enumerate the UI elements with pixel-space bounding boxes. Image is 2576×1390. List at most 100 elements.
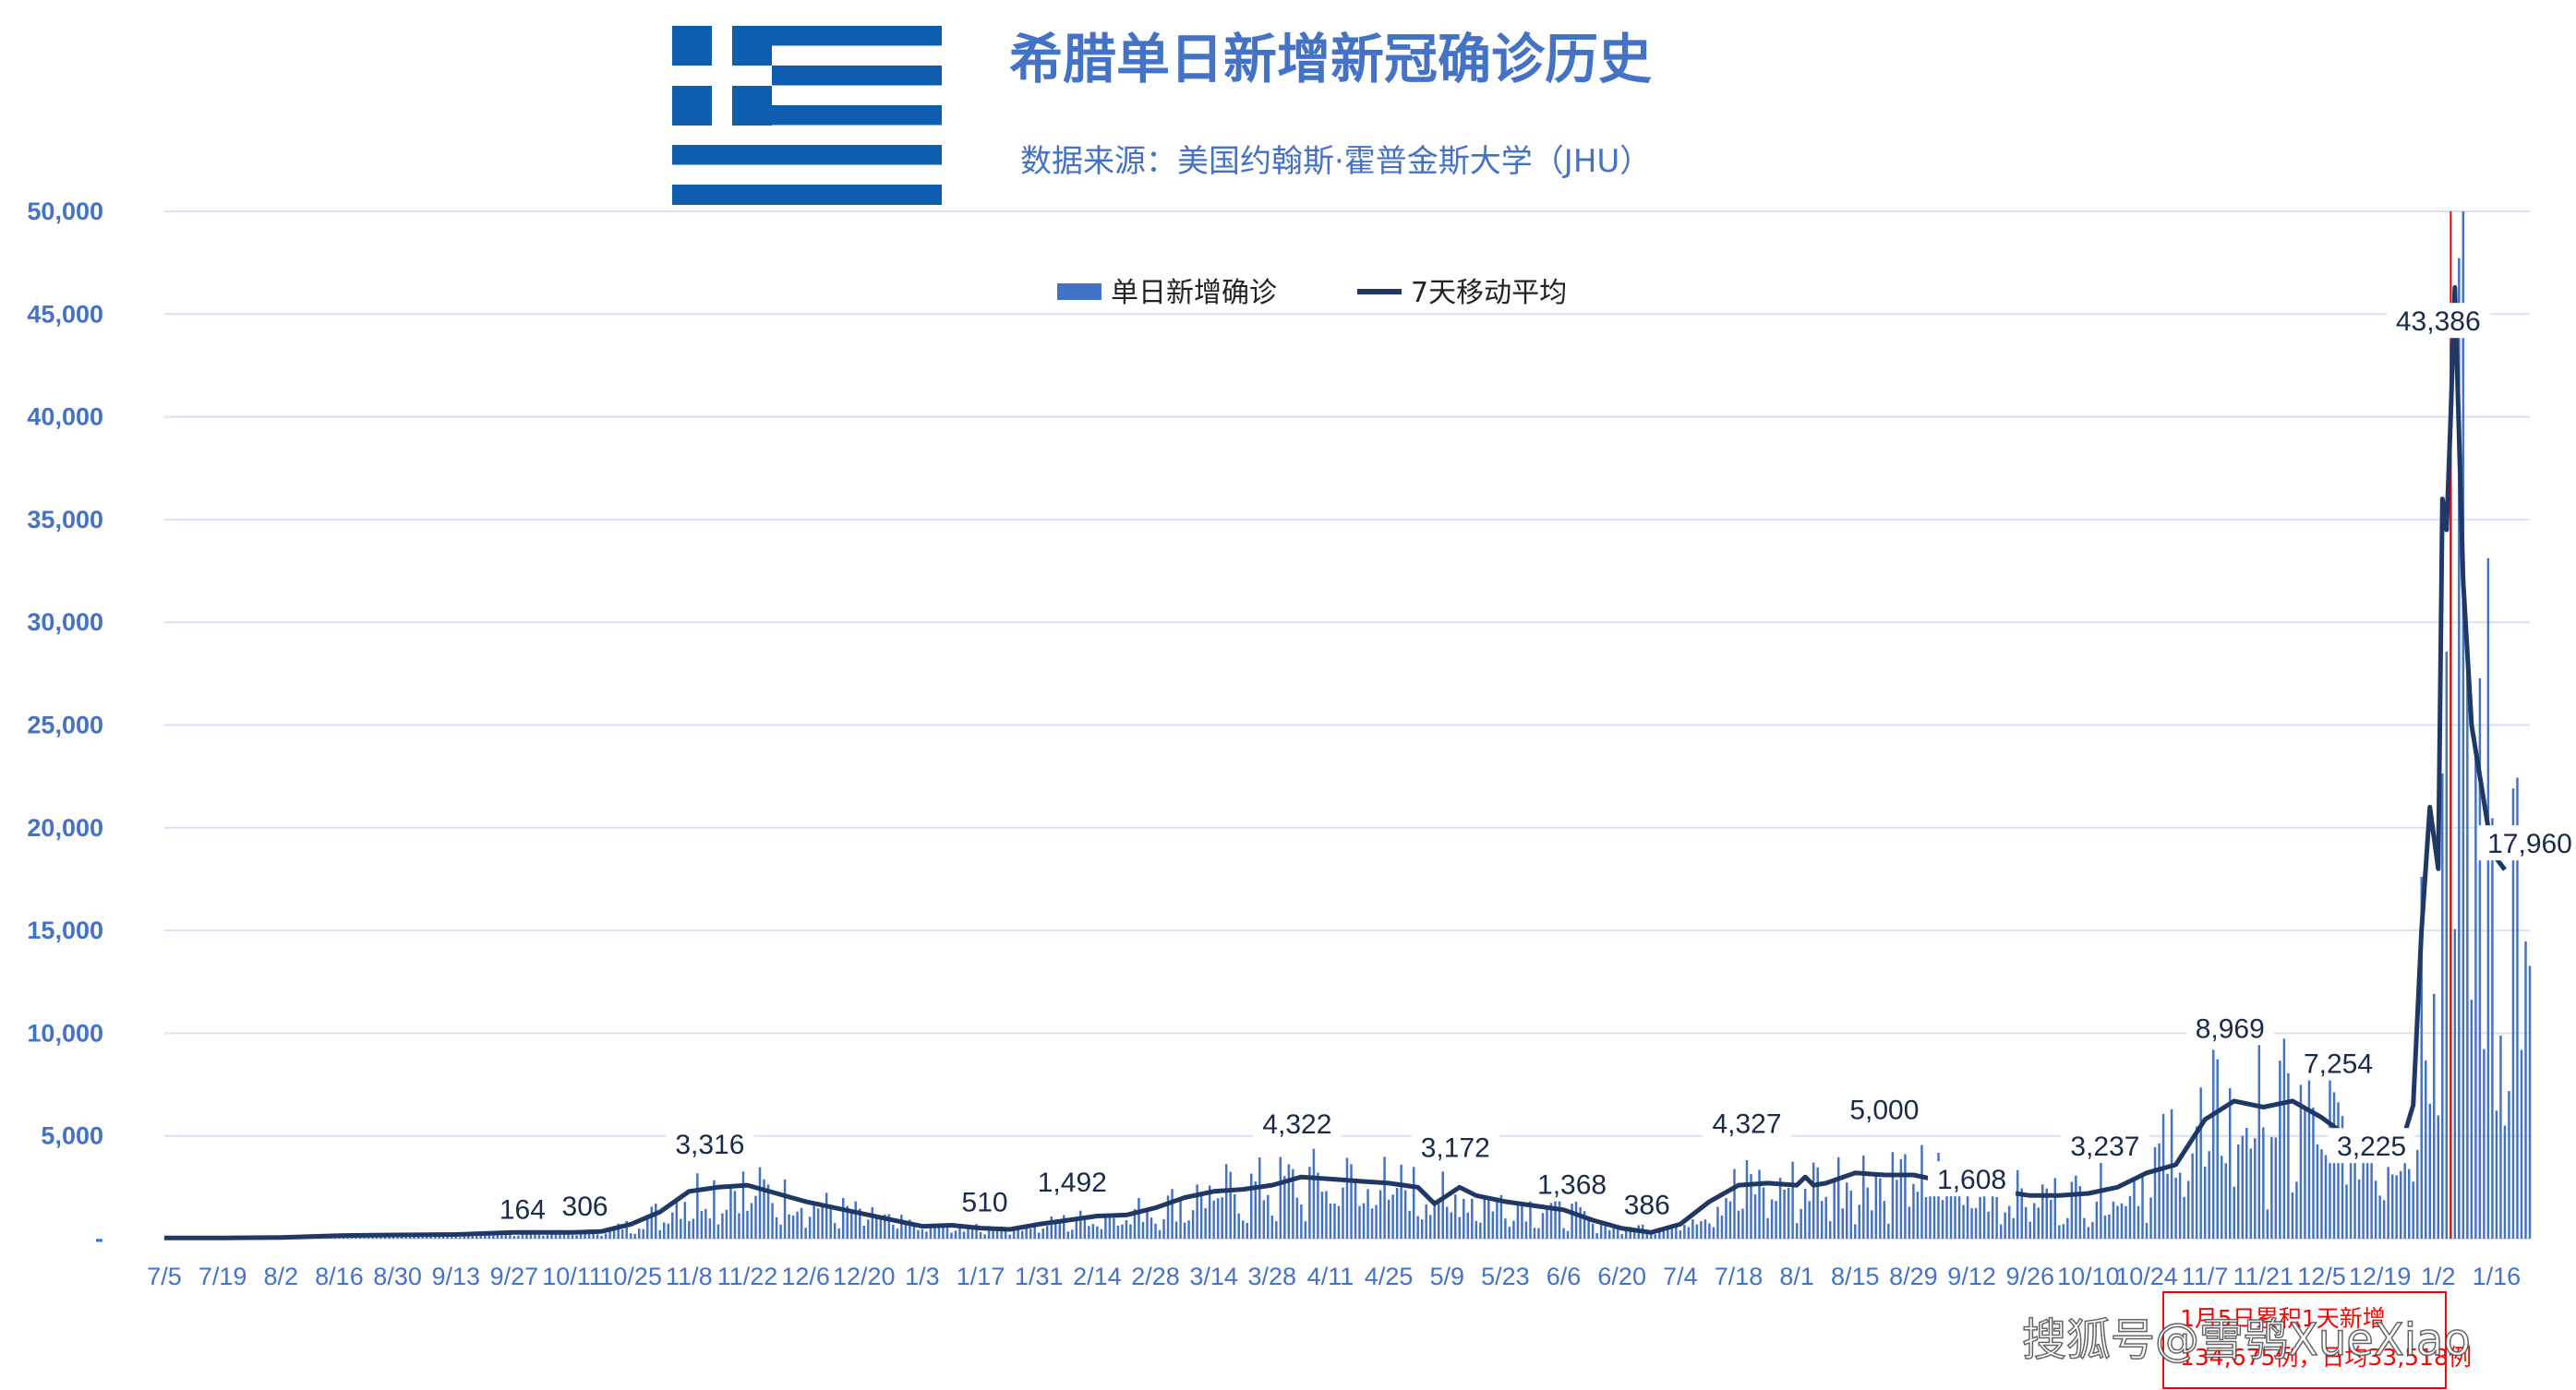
data-label: 3,316	[675, 1130, 744, 1160]
daily-bar	[975, 1223, 978, 1239]
daily-bar	[675, 1200, 679, 1239]
daily-bar	[496, 1232, 500, 1239]
daily-bar	[1045, 1226, 1049, 1239]
daily-bar	[788, 1214, 790, 1239]
data-label: 1,608	[1937, 1165, 2006, 1195]
daily-bar	[1957, 1167, 1961, 1239]
x-tick-label: 1/2	[2421, 1263, 2456, 1290]
daily-bar	[1199, 1195, 1203, 1239]
daily-bar	[517, 1235, 520, 1239]
daily-bar	[1566, 1230, 1570, 1239]
daily-bar	[2125, 1205, 2127, 1239]
x-tick-label: 12/20	[833, 1263, 896, 1290]
daily-bar	[1017, 1225, 1019, 1239]
daily-bar	[716, 1224, 720, 1239]
daily-bar	[1883, 1201, 1886, 1239]
daily-bar	[1762, 1187, 1765, 1239]
daily-bar	[1675, 1224, 1678, 1239]
daily-bar	[884, 1214, 886, 1239]
daily-bar	[2045, 1188, 2049, 1239]
daily-bar	[2066, 1217, 2069, 1239]
data-label: 3,225	[2337, 1132, 2406, 1162]
daily-bar	[1874, 1173, 1878, 1239]
daily-bar	[942, 1224, 945, 1239]
greek-flag	[672, 26, 942, 205]
daily-bar	[2287, 1072, 2290, 1239]
daily-bar	[741, 1171, 745, 1239]
y-tick-label: 40,000	[27, 403, 103, 431]
x-tick-label: 12/5	[2297, 1263, 2346, 1290]
data-label: 510	[962, 1188, 1008, 1218]
daily-bar	[525, 1231, 528, 1239]
daily-bar	[2282, 1038, 2286, 1239]
daily-bar	[1000, 1226, 1003, 1239]
daily-bar	[488, 1235, 491, 1239]
daily-bar	[492, 1232, 495, 1239]
data-label-bg	[957, 1183, 1014, 1219]
daily-bar	[796, 1211, 799, 1239]
daily-bar	[1920, 1144, 1923, 1239]
daily-bar	[937, 1224, 941, 1239]
data-label-bg	[2294, 1045, 2383, 1081]
daily-bar	[1133, 1209, 1137, 1239]
data-label-bg	[2478, 825, 2576, 861]
note-line-2: 134,675例，日均33,518例	[2180, 1344, 2472, 1371]
daily-bar	[2183, 1196, 2185, 1239]
daily-bar	[896, 1228, 899, 1239]
daily-bar	[2349, 1161, 2353, 1239]
y-axis: - 5,000 10,000 15,000 20,000 25,000 30,000 35,0…	[27, 198, 103, 1252]
daily-bar	[2228, 1088, 2232, 1239]
daily-bar	[2116, 1205, 2119, 1239]
daily-bar	[550, 1232, 553, 1239]
daily-bar	[995, 1229, 999, 1239]
daily-bar	[912, 1225, 916, 1239]
daily-bar	[667, 1223, 670, 1239]
daily-bar	[2137, 1205, 2140, 1239]
daily-bar	[1025, 1226, 1028, 1239]
daily-bar	[1516, 1204, 1520, 1239]
x-tick-label: 8/30	[373, 1263, 422, 1290]
daily-bar	[2037, 1207, 2040, 1239]
daily-bar	[642, 1228, 644, 1239]
daily-bar	[1391, 1194, 1394, 1239]
daily-bar	[391, 1236, 395, 1239]
daily-bar	[1366, 1189, 1369, 1239]
daily-bar	[338, 1237, 341, 1239]
daily-bar	[446, 1235, 449, 1239]
daily-bar	[1428, 1215, 1432, 1239]
daily-bar	[2291, 1192, 2294, 1239]
daily-bar	[521, 1231, 524, 1239]
x-tick-label: 9/12	[1947, 1263, 1996, 1290]
line-series	[164, 284, 2507, 1240]
daily-bar	[2266, 1209, 2269, 1239]
data-label-bg	[1840, 1091, 1929, 1127]
daily-bar	[2415, 1149, 2419, 1239]
daily-bar	[704, 1208, 707, 1239]
daily-bar	[958, 1225, 961, 1239]
daily-bar	[954, 1230, 957, 1239]
daily-bar	[825, 1192, 828, 1239]
x-tick-label: 11/8	[666, 1263, 713, 1290]
y-tick-label: 15,000	[27, 917, 103, 944]
daily-bar	[584, 1230, 586, 1239]
data-label: 43,386	[2396, 306, 2481, 337]
daily-bar	[2503, 1125, 2507, 1239]
daily-bar	[1945, 1194, 1948, 1239]
daily-bar	[2337, 1102, 2340, 1239]
daily-bar	[1370, 1208, 1374, 1239]
daily-bar	[746, 1210, 749, 1239]
daily-bar	[2257, 1041, 2261, 1239]
daily-bar	[2161, 1113, 2165, 1239]
daily-bar	[1350, 1164, 1353, 1239]
daily-bar	[1908, 1206, 1911, 1239]
data-label-bg	[1411, 1129, 1499, 1165]
daily-bar	[2241, 1135, 2245, 1239]
daily-bar	[1571, 1204, 1573, 1239]
data-labels: 164 306 3,316 510 1,492 4,322 3,172 1,368 386 4,3…	[494, 303, 2576, 1227]
daily-bar	[1187, 1220, 1190, 1239]
daily-bar	[2149, 1197, 2152, 1239]
data-label: 1,492	[1038, 1168, 1107, 1198]
data-label-bg	[2061, 1127, 2149, 1163]
daily-bar	[1932, 1187, 1936, 1239]
